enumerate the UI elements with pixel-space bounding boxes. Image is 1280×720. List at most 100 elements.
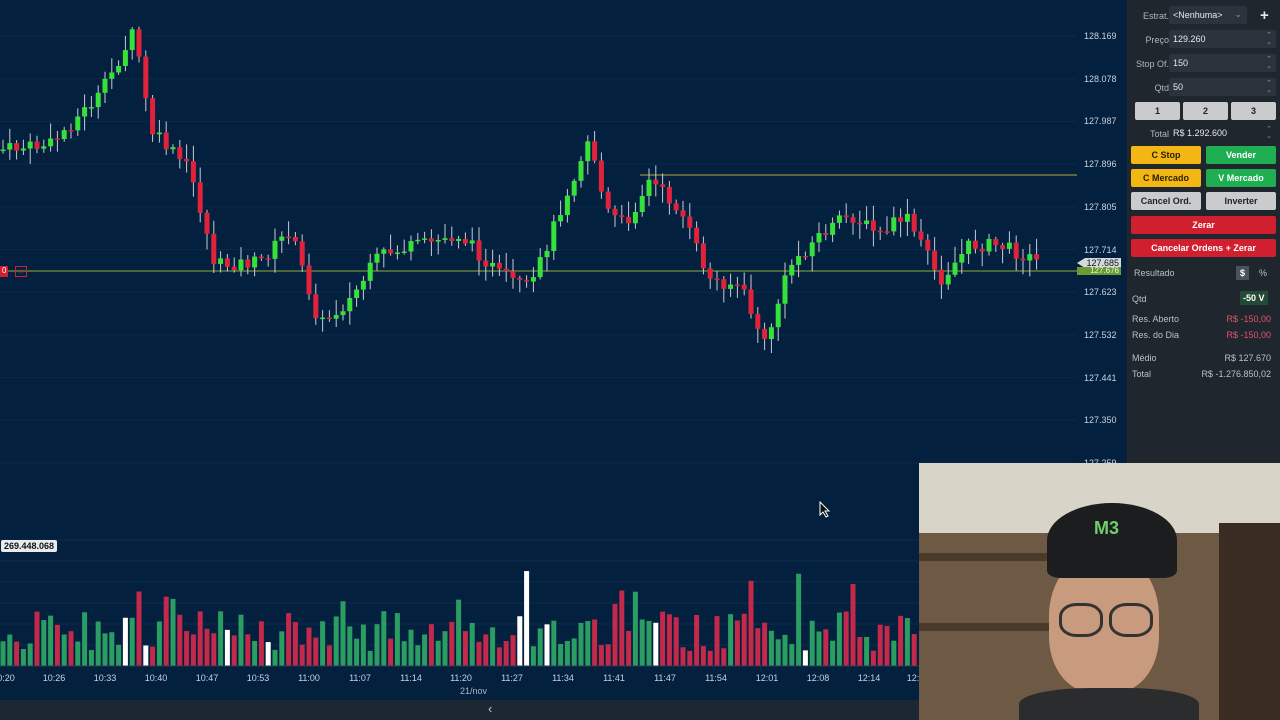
candle: [20, 148, 26, 151]
volume-bar: [48, 615, 54, 666]
candle: [252, 256, 258, 268]
candlestick-chart[interactable]: [0, 0, 1127, 700]
volume-max-label: 269.448.068: [1, 540, 58, 552]
candle: [626, 216, 632, 224]
candle: [802, 255, 808, 258]
time-tick: 12:: [906, 673, 920, 683]
cancel-orders-button[interactable]: Cancel Ord.: [1131, 192, 1201, 210]
volume-bar: [632, 591, 638, 666]
candle: [558, 215, 564, 222]
currency-toggle[interactable]: $: [1236, 266, 1250, 280]
cancelar-ordens-zerar-button[interactable]: Cancelar Ordens + Zerar: [1131, 239, 1276, 257]
volume-bar: [333, 616, 339, 666]
volume-bar: [619, 590, 625, 666]
scroll-left-icon[interactable]: ‹: [488, 701, 493, 716]
position-close-icon[interactable]: ×: [15, 266, 27, 277]
estrat-label: Estrat.: [1142, 11, 1169, 21]
c-mercado-button[interactable]: C Mercado: [1131, 169, 1201, 187]
candle: [734, 284, 740, 287]
candle: [75, 116, 81, 131]
candle: [1034, 254, 1040, 260]
candle: [1000, 245, 1006, 249]
volume-bar: [843, 611, 849, 666]
candle: [979, 248, 985, 252]
time-tick: 11:54: [705, 673, 727, 683]
quick-qty-1-button[interactable]: 1: [1135, 102, 1180, 120]
inverter-button[interactable]: Inverter: [1206, 192, 1276, 210]
candle: [61, 130, 67, 140]
c-stop-button[interactable]: C Stop: [1131, 146, 1201, 164]
volume-bar: [347, 626, 353, 666]
candle: [0, 149, 6, 152]
volume-bar: [286, 613, 292, 666]
qtd-label: Qtd: [1154, 83, 1169, 93]
resultado-label: Resultado: [1134, 268, 1175, 278]
last-price-marker: 127.685: [1077, 258, 1121, 268]
volume-bar: [687, 650, 693, 666]
candle: [190, 161, 196, 183]
volume-bar: [408, 629, 414, 666]
candle: [891, 217, 897, 232]
stop-offset-input[interactable]: 150 ⌃ ⌄: [1169, 54, 1276, 72]
medio-value: R$ 127.670: [1224, 353, 1271, 363]
volume-bar: [598, 645, 604, 666]
candle: [517, 277, 523, 280]
time-tick: 11:14: [400, 673, 422, 683]
volume-bar: [850, 584, 856, 666]
candle: [700, 243, 706, 269]
volume-bar: [496, 647, 502, 666]
volume-bar: [537, 628, 543, 666]
candle: [367, 262, 373, 281]
volume-bar: [592, 619, 598, 666]
volume-bar: [109, 632, 115, 666]
position-line-label[interactable]: 0: [0, 266, 9, 277]
candle: [374, 253, 380, 263]
candle: [41, 146, 47, 149]
volume-bar: [360, 624, 366, 666]
mouse-cursor-icon: [819, 501, 831, 518]
candle: [993, 238, 999, 246]
candle: [279, 236, 285, 241]
time-tick: 0:20: [0, 673, 15, 683]
price-tick: 127.896: [1084, 159, 1117, 170]
candle: [789, 264, 795, 276]
volume-bar: [122, 617, 128, 666]
v-mercado-button[interactable]: V Mercado: [1206, 169, 1276, 187]
scroll-bar[interactable]: ‹: [0, 700, 920, 720]
candle: [544, 250, 550, 258]
candle: [456, 238, 462, 241]
quick-qty-3-button[interactable]: 3: [1231, 102, 1276, 120]
candle: [82, 107, 88, 117]
candle: [571, 180, 577, 196]
volume-bar: [129, 617, 135, 666]
candle: [170, 147, 176, 150]
add-icon[interactable]: +: [1260, 7, 1269, 24]
candle: [612, 208, 618, 216]
candle: [292, 236, 298, 242]
vender-button[interactable]: Vender: [1206, 146, 1276, 164]
volume-bar: [27, 643, 33, 666]
candle: [524, 279, 530, 282]
candle: [476, 240, 482, 261]
percent-toggle[interactable]: %: [1259, 268, 1268, 278]
candle: [7, 143, 13, 150]
strategy-select[interactable]: <Nenhuma> ⌄: [1169, 6, 1247, 24]
volume-bar: [238, 614, 244, 666]
time-tick: 12:01: [755, 673, 779, 683]
candle: [530, 277, 536, 282]
candle: [619, 215, 625, 217]
price-input[interactable]: 129.260 ⌃ ⌄: [1169, 30, 1276, 48]
volume-bar: [802, 650, 808, 666]
volume-bar: [0, 641, 6, 666]
quantity-input[interactable]: 50 ⌃ ⌄: [1169, 78, 1276, 96]
candle: [469, 240, 475, 244]
volume-bar: [422, 634, 428, 666]
volume-bar: [258, 621, 264, 666]
volume-bar: [700, 646, 706, 666]
volume-bar: [184, 631, 190, 666]
time-tick: 11:07: [349, 673, 371, 683]
volume-bar: [75, 641, 81, 666]
quick-qty-2-button[interactable]: 2: [1183, 102, 1228, 120]
zerar-button[interactable]: Zerar: [1131, 216, 1276, 234]
volume-bar: [272, 649, 278, 666]
